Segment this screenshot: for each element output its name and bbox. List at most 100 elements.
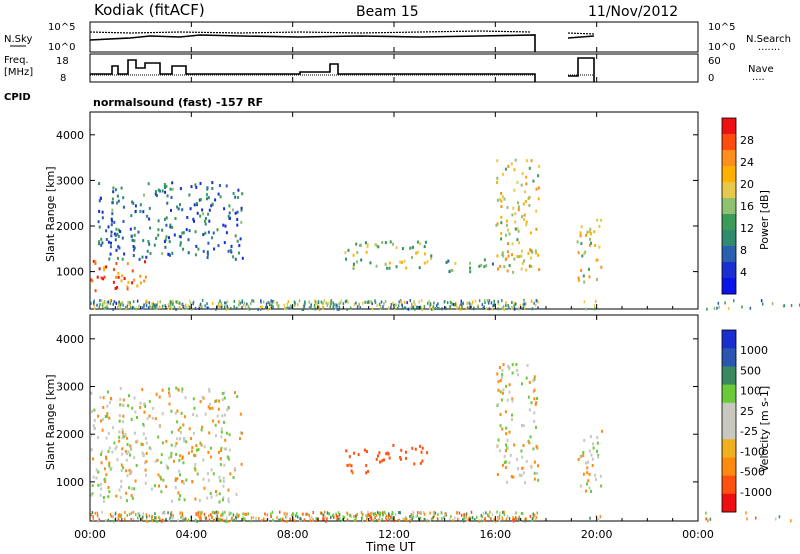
velocity-cell xyxy=(119,387,122,390)
velocity-cell xyxy=(121,433,124,437)
velocity-cell xyxy=(112,515,114,519)
power-cell xyxy=(185,228,188,232)
velocity-cell xyxy=(120,463,123,467)
power-cell xyxy=(513,305,516,309)
power-cell xyxy=(514,227,517,231)
velocity-cell xyxy=(537,478,540,482)
power-cell xyxy=(195,201,198,205)
power-cell xyxy=(524,302,527,306)
velocity-cell xyxy=(516,369,519,372)
power-cell xyxy=(418,266,421,270)
power-cell xyxy=(224,305,226,309)
velocity-cell xyxy=(221,392,224,395)
power-cell xyxy=(102,277,104,281)
velocity-cell xyxy=(474,518,476,522)
velocity-cell xyxy=(513,443,516,447)
power-plot-frame xyxy=(89,111,699,310)
power-cell xyxy=(593,304,596,308)
velocity-cell xyxy=(392,517,395,521)
power-cell xyxy=(303,302,306,306)
velocity-cell xyxy=(279,517,282,521)
power-colorbar-swatch xyxy=(722,278,736,295)
velocity-cell xyxy=(118,419,121,423)
power-cell xyxy=(117,275,120,279)
velocity-cell xyxy=(524,517,527,521)
velocity-colorbar-label: -100 xyxy=(740,445,765,458)
power-cell xyxy=(242,303,245,307)
power-cell xyxy=(580,225,583,229)
power-cell xyxy=(488,307,491,311)
power-cell xyxy=(211,187,214,190)
power-cell xyxy=(192,300,195,304)
power-cell xyxy=(525,175,528,179)
power-colorbar-title: Power [dB] xyxy=(758,190,771,250)
velocity-cell xyxy=(161,412,164,416)
velocity-cell xyxy=(411,517,413,521)
power-cell xyxy=(426,260,429,264)
power-cell xyxy=(126,285,129,289)
velocity-cell xyxy=(483,518,485,522)
velocity-cell xyxy=(521,455,524,459)
velocity-cell xyxy=(165,439,168,443)
velocity-cell xyxy=(596,449,598,453)
power-cell xyxy=(395,303,397,307)
velocity-cell xyxy=(142,422,145,426)
velocity-cell xyxy=(517,467,520,471)
power-cell xyxy=(352,265,355,269)
velocity-cell xyxy=(536,511,538,515)
power-cell xyxy=(749,306,752,310)
power-cell xyxy=(164,217,166,221)
velocity-cell xyxy=(374,512,377,516)
power-cell xyxy=(117,245,120,249)
power-cell xyxy=(139,274,142,278)
velocity-cell xyxy=(505,432,508,436)
power-cell xyxy=(130,234,133,238)
power-cell xyxy=(199,214,202,218)
nave-label: Nave xyxy=(748,64,774,75)
velocity-cell xyxy=(365,514,367,518)
power-cell xyxy=(414,307,416,311)
velocity-cell xyxy=(524,481,526,485)
power-cell xyxy=(595,299,597,303)
power-cell xyxy=(179,187,182,191)
power-cell xyxy=(234,234,237,238)
velocity-cell xyxy=(398,518,401,522)
power-cell xyxy=(220,306,223,310)
power-cell xyxy=(231,208,234,212)
velocity-cell xyxy=(204,516,206,520)
velocity-cell xyxy=(221,414,224,418)
velocity-cell xyxy=(142,515,144,519)
velocity-cell xyxy=(210,468,213,472)
velocity-cell xyxy=(181,455,184,459)
velocity-cell xyxy=(498,518,501,522)
power-colorbar-label: 20 xyxy=(740,178,754,191)
power-cell xyxy=(500,199,503,203)
velocity-cell xyxy=(148,399,151,403)
velocity-cell xyxy=(130,446,133,450)
velocity-cell xyxy=(295,514,297,518)
velocity-cell xyxy=(353,518,356,522)
velocity-cell xyxy=(145,473,147,477)
velocity-cell xyxy=(705,511,707,515)
velocity-cell xyxy=(502,463,504,467)
power-cell xyxy=(100,237,103,241)
power-cell xyxy=(429,302,432,306)
power-cell xyxy=(381,241,384,244)
power-cell xyxy=(347,300,349,304)
power-cell xyxy=(533,301,535,305)
power-cell xyxy=(195,244,198,248)
power-cell xyxy=(511,301,513,304)
velocity-cell xyxy=(429,511,431,515)
power-cell xyxy=(500,192,503,195)
velocity-cell xyxy=(180,515,182,519)
power-cell xyxy=(229,248,232,252)
velocity-cell xyxy=(285,520,288,523)
power-cell xyxy=(223,241,226,245)
velocity-cell xyxy=(212,472,215,476)
velocity-cell xyxy=(361,517,363,521)
power-cell xyxy=(336,307,338,311)
power-cell xyxy=(329,300,332,304)
power-y-tick-label: 1000 xyxy=(56,266,84,279)
velocity-cell xyxy=(132,510,135,514)
